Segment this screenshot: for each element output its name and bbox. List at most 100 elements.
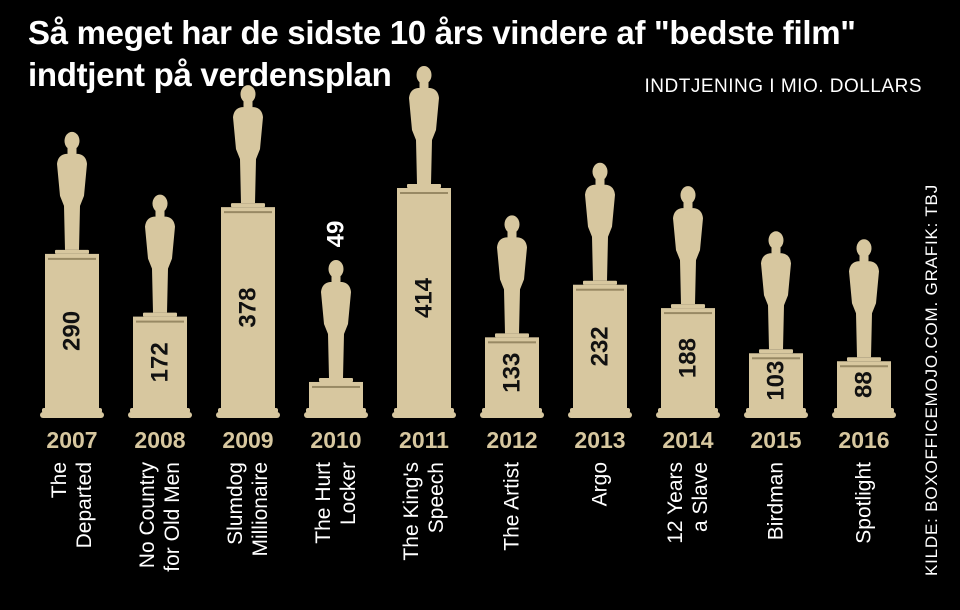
base-plate — [128, 412, 192, 418]
pedestal-bar — [573, 284, 627, 408]
film-name-label: Speech — [425, 462, 448, 533]
year-label: 2007 — [46, 427, 97, 453]
pedestal-bar — [397, 188, 451, 408]
oscar-bar-2007: 290 2007 The Departed — [40, 131, 104, 548]
year-label: 2013 — [574, 427, 625, 453]
oscar-bar-2015: 103 2015 Birdman — [744, 231, 808, 540]
base-plate-upper — [42, 408, 102, 413]
film-name-label: Spotlight — [853, 462, 876, 544]
pedestal-bar — [837, 361, 891, 408]
value-label: 103 — [763, 361, 790, 401]
film-name-label: 12 Years — [664, 462, 687, 544]
value-label: 172 — [147, 342, 174, 382]
oscar-statue-icon — [55, 131, 89, 254]
value-label: 133 — [499, 353, 526, 393]
oscar-bar-2009: 378 2009 Slumdog Millionaire — [216, 85, 280, 557]
value-label: 378 — [235, 288, 262, 328]
value-label: 232 — [587, 326, 614, 366]
value-label: 49 — [323, 221, 350, 248]
oscar-bar-2010: 49 2010 The Hurt Locker — [304, 221, 368, 544]
value-label: 88 — [851, 371, 878, 398]
base-plate-upper — [218, 408, 278, 413]
film-name-label: The Artist — [501, 462, 524, 551]
base-plate — [744, 412, 808, 418]
base-plate — [480, 412, 544, 418]
oscar-statue-icon — [671, 186, 705, 309]
chart-title: Så meget har de sidste 10 års vindere af… — [28, 12, 928, 96]
oscar-bar-2014: 188 2014 12 Years a Slave — [656, 186, 720, 544]
film-name-label: The — [48, 462, 71, 498]
film-name-label: Argo — [589, 462, 612, 506]
film-name-label: Locker — [337, 462, 360, 525]
base-plate — [656, 412, 720, 418]
year-label: 2011 — [399, 427, 449, 453]
pedestal-groove — [224, 211, 272, 214]
title-line-2: indtjent på verdensplan — [28, 56, 392, 93]
base-plate-upper — [306, 408, 366, 413]
base-plate — [216, 412, 280, 418]
pedestal-groove — [312, 385, 360, 388]
pedestal-groove — [664, 312, 712, 315]
year-label: 2008 — [134, 427, 185, 453]
oscar-bar-2013: 232 2013 Argo — [568, 162, 632, 506]
base-plate-upper — [746, 408, 806, 413]
oscar-statue-icon — [847, 239, 881, 362]
value-label: 414 — [411, 277, 438, 318]
oscar-statue-icon — [143, 194, 177, 317]
pedestal-groove — [48, 257, 96, 260]
pedestal-bar — [221, 207, 275, 408]
pedestal-bar — [45, 253, 99, 408]
value-label: 188 — [675, 338, 702, 378]
base-plate — [568, 412, 632, 418]
year-label: 2014 — [662, 427, 713, 453]
base-plate — [40, 412, 104, 418]
film-name-label: The Hurt — [312, 462, 335, 544]
oscar-statue-icon — [583, 162, 617, 285]
film-name-label: The King's — [400, 462, 423, 561]
oscar-bar-2008: 172 2008 No Country for Old Men — [128, 194, 192, 572]
pedestal-bar — [661, 308, 715, 408]
base-plate-upper — [834, 408, 894, 413]
pedestal-groove — [752, 357, 800, 360]
oscar-statue-icon — [231, 85, 265, 208]
base-plate-upper — [570, 408, 630, 413]
pedestal-groove — [576, 288, 624, 291]
oscar-bar-2011: 414 2011 The King's Speech — [392, 66, 456, 561]
oscar-statue-icon — [407, 66, 441, 188]
pedestal-groove — [136, 320, 184, 323]
base-plate-upper — [130, 408, 190, 413]
oscar-bar-2012: 133 2012 The Artist — [480, 215, 544, 551]
oscar-statue-icon — [319, 259, 353, 382]
film-name-label: Departed — [73, 462, 96, 548]
base-plate-upper — [394, 408, 454, 413]
base-plate-upper — [658, 408, 718, 413]
pedestal-bar — [133, 316, 187, 408]
pedestal-bar — [309, 381, 363, 408]
year-label: 2015 — [750, 427, 801, 453]
year-label: 2010 — [310, 427, 361, 453]
pedestal-bar — [485, 337, 539, 408]
base-plate — [832, 412, 896, 418]
oscar-statue-icon — [759, 231, 793, 354]
oscar-bar-2016: 88 2016 Spotlight — [832, 239, 896, 544]
base-plate — [304, 412, 368, 418]
film-name-label: for Old Men — [161, 462, 184, 572]
film-name-label: No Country — [136, 462, 159, 569]
year-label: 2009 — [222, 427, 273, 453]
pedestal-groove — [840, 365, 888, 368]
base-plate — [392, 412, 456, 418]
pedestal-groove — [488, 341, 536, 344]
value-label: 290 — [59, 311, 86, 351]
unit-label: INDTJENING I MIO. DOLLARS — [644, 76, 922, 97]
oscar-statue-icon — [495, 215, 529, 338]
base-plate-upper — [482, 408, 542, 413]
film-name-label: Slumdog — [224, 462, 247, 545]
film-name-label: Birdman — [765, 462, 788, 540]
title-line-1: Så meget har de sidste 10 års vindere af… — [28, 14, 856, 51]
year-label: 2016 — [838, 427, 889, 453]
pedestal-groove — [400, 192, 448, 194]
film-name-label: a Slave — [689, 462, 712, 532]
pedestal-bar — [749, 353, 803, 408]
film-name-label: Millionaire — [249, 462, 272, 557]
